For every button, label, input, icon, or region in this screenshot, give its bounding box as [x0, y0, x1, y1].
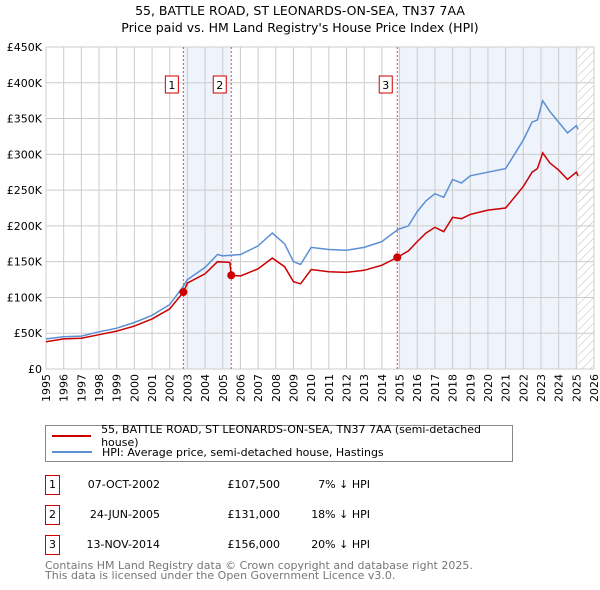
x-tick-label: 2004 — [199, 374, 212, 402]
x-tick-label: 2008 — [270, 374, 283, 402]
sale-label: 1 — [168, 79, 175, 92]
y-tick-label: £450K — [7, 41, 43, 54]
legend-swatch-red — [52, 435, 92, 437]
y-tick-label: £350K — [7, 113, 43, 126]
x-tick-label: 2007 — [252, 374, 265, 402]
x-tick-label: 2010 — [305, 374, 318, 402]
x-tick-label: 1995 — [40, 374, 53, 402]
footer-line: This data is licensed under the Open Gov… — [45, 569, 396, 582]
y-tick-label: £50K — [14, 327, 43, 340]
x-tick-label: 2005 — [217, 374, 230, 402]
sale-hpi-diff: 7% ↓ HPI — [318, 478, 370, 491]
x-tick-label: 2009 — [287, 374, 300, 402]
chart-title: 55, BATTLE ROAD, ST LEONARDS-ON-SEA, TN3… — [135, 3, 465, 18]
sale-label-box — [378, 75, 393, 94]
legend-item-hpi: HPI: Average price, semi-detached house,… — [46, 444, 384, 460]
sale-hpi-diff: 18% ↓ HPI — [311, 508, 370, 521]
x-tick-label: 2017 — [429, 374, 442, 402]
y-tick-label: £150K — [7, 256, 43, 269]
plot-area: 1995 1996 1997 1998 1999 2000 2001 2002 2003 2004… — [7, 41, 600, 402]
x-tick-label: 2013 — [358, 374, 371, 402]
sale-row: 3 13-NOV-2014 £156,000 20% ↓ HPI — [45, 535, 565, 555]
sale-date: 24-JUN-2005 — [89, 508, 160, 521]
x-tick-label: 2019 — [464, 374, 477, 402]
x-tick-label: 2006 — [234, 374, 247, 402]
footer-line: Contains HM Land Registry data © Crown c… — [45, 559, 473, 572]
legend-item-property: 55, BATTLE ROAD, ST LEONARDS-ON-SEA, TN3… — [46, 423, 512, 449]
sale-point — [393, 253, 402, 262]
sale-date: 07-OCT-2002 — [87, 478, 160, 491]
x-tick-label: 1996 — [58, 374, 71, 402]
sale-price: £131,000 — [227, 508, 281, 521]
x-tick-label: 2003 — [181, 374, 194, 402]
hpi-line — [45, 98, 579, 340]
sale-label: 2 — [216, 79, 223, 92]
x-tick-label: 2024 — [553, 374, 566, 402]
y-tick-label: £250K — [7, 184, 43, 197]
sale-price: £156,000 — [227, 538, 281, 551]
legend-label: 55, BATTLE ROAD, ST LEONARDS-ON-SEA, TN3… — [101, 423, 481, 449]
sale-label-box — [164, 75, 179, 94]
x-tick-label: 2015 — [394, 374, 407, 402]
y-tick-label: £100K — [7, 291, 43, 304]
sale-badge: 3 — [45, 535, 60, 555]
x-tick-label: 2020 — [482, 374, 495, 402]
x-tick-label: 2011 — [323, 374, 336, 402]
sale-point — [227, 271, 236, 280]
x-tick-label: 2002 — [164, 374, 177, 402]
plot-border — [45, 46, 595, 370]
shaded-period — [183, 47, 232, 369]
sale-date: 13-NOV-2014 — [86, 538, 160, 551]
x-tick-label: 2025 — [570, 374, 583, 402]
x-tick-label: 2001 — [146, 374, 159, 402]
sale-badge: 1 — [45, 475, 60, 495]
price-paid-line — [45, 151, 579, 343]
x-tick-label: 1999 — [111, 374, 124, 402]
x-tick-label: 2012 — [341, 374, 354, 402]
x-tick-label: 2018 — [447, 374, 460, 402]
legend-label: HPI: Average price, semi-detached house,… — [102, 445, 384, 459]
x-tick-label: 2023 — [535, 374, 548, 402]
sale-point — [179, 288, 188, 297]
x-tick-label: 2022 — [517, 374, 530, 402]
sale-hpi-diff: 20% ↓ HPI — [311, 538, 370, 551]
sale-price: £107,500 — [227, 478, 281, 491]
sale-row: 1 07-OCT-2002 £107,500 7% ↓ HPI — [45, 475, 565, 495]
sale-label-box — [212, 75, 227, 94]
x-tick-label: 2016 — [411, 374, 424, 402]
x-tick-label: 1998 — [93, 374, 106, 402]
x-tick-label: 1997 — [75, 374, 88, 402]
x-tick-label: 2021 — [500, 374, 513, 402]
forecast-hatch — [578, 47, 594, 369]
y-tick-label: £200K — [7, 220, 43, 233]
chart-subtitle: Price paid vs. HM Land Registry's House … — [121, 20, 479, 35]
y-tick-label: £0 — [28, 363, 42, 376]
legend: 55, BATTLE ROAD, ST LEONARDS-ON-SEA, TN3… — [45, 423, 513, 462]
sale-label: 3 — [382, 79, 389, 92]
sale-badge: 2 — [45, 505, 60, 525]
y-tick-label: £400K — [7, 77, 43, 90]
x-tick-label: 2026 — [588, 374, 600, 402]
y-tick-label: £300K — [7, 148, 43, 161]
x-tick-label: 2014 — [376, 374, 389, 402]
legend-swatch-blue — [52, 451, 92, 453]
x-tick-label: 2000 — [128, 374, 141, 402]
sale-row: 2 24-JUN-2005 £131,000 18% ↓ HPI — [45, 505, 565, 525]
